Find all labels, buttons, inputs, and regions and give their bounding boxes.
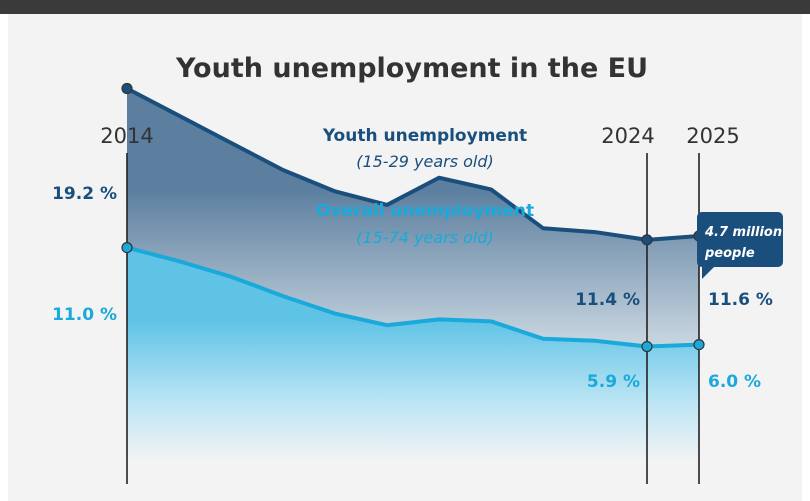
callout: 4.7 million people: [697, 212, 783, 279]
legend-overall-subtitle: (15-74 years old): [356, 228, 494, 247]
legend-youth-name: Youth unemployment: [322, 126, 527, 146]
year-label-2014: 2014: [100, 124, 153, 148]
youth-series-line: [125, 86, 701, 242]
youth-point-2014: [121, 82, 133, 95]
overall-series-line: [125, 245, 701, 349]
legend-overall-name: Overall unemployment: [316, 201, 534, 221]
points-layer: [121, 82, 705, 353]
overall-point-2014: [121, 242, 133, 254]
legend-youth-subtitle: (15-29 years old): [356, 152, 494, 171]
value-label-youth-2024: 11.4 %: [575, 290, 640, 310]
callout-line-2: people: [704, 246, 755, 261]
callout-box: [697, 212, 783, 279]
year-marker-lines: [126, 153, 700, 484]
year-label-2024: 2024: [601, 124, 654, 148]
top-bar: [0, 0, 810, 14]
value-label-youth-2014: 19.2 %: [52, 184, 117, 204]
youth-point-2024: [641, 234, 653, 246]
chart-title: Youth unemployment in the EU: [175, 53, 648, 84]
value-label-overall-2025: 6.0 %: [708, 372, 761, 392]
value-label-youth-2025: 11.6 %: [708, 290, 773, 310]
overall-point-2025: [693, 339, 705, 351]
series-lines-layer: [125, 86, 701, 349]
value-label-overall-2024: 5.9 %: [587, 372, 640, 392]
callout-line-1: 4.7 million: [704, 225, 782, 240]
overall-point-2024: [641, 340, 653, 353]
areas-layer: [127, 88, 699, 462]
overall-area: [127, 247, 699, 462]
youth-area: [127, 88, 699, 347]
value-label-overall-2014: 11.0 %: [52, 305, 117, 325]
year-label-2025: 2025: [686, 124, 739, 148]
